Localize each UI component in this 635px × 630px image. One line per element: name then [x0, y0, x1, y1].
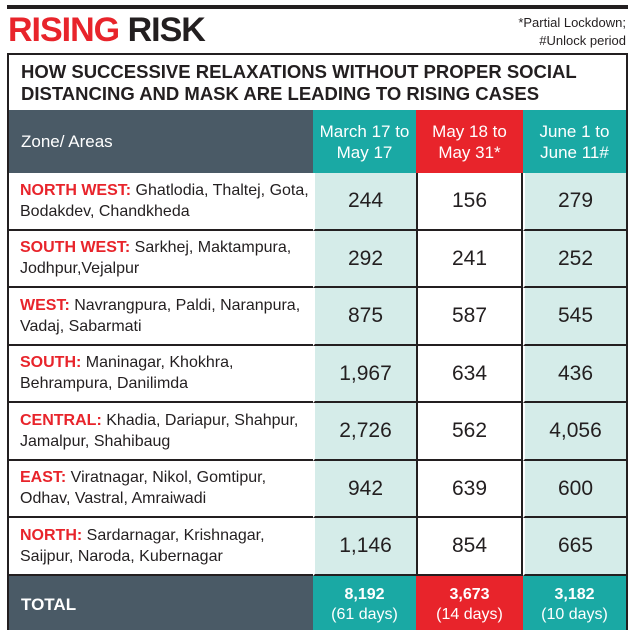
zone-areas: Sardarnagar, Krishnagar, Saijpur, Naroda…	[20, 526, 265, 565]
cases-period-1: 1,967	[313, 345, 416, 403]
footnote-legend: *Partial Lockdown; #Unlock period	[518, 14, 626, 50]
total-period-2: 3,673 (14 days)	[416, 575, 523, 630]
zone-cell: WEST: Navrangpura, Paldi, Naranpura, Vad…	[9, 288, 313, 346]
cases-period-3: 252	[523, 230, 626, 288]
table-header-row: Zone/ Areas March 17 to May 17 May 18 to…	[9, 110, 626, 173]
table-row: CENTRAL: Khadia, Dariapur, Shahpur, Jama…	[9, 403, 626, 461]
zone-name: WEST:	[20, 296, 70, 314]
zone-name: CENTRAL:	[20, 411, 102, 429]
note-unlock-period: #Unlock period	[539, 33, 626, 48]
table-row: NORTH WEST: Ghatlodia, Thaltej, Gota, Bo…	[9, 173, 626, 231]
zone-name: SOUTH WEST:	[20, 239, 131, 257]
zone-areas: Ghatlodia, Thaltej, Gota, Bodakdev, Chan…	[20, 181, 309, 220]
cases-period-2: 156	[416, 173, 523, 231]
subtitle-box: HOW SUCCESSIVE RELAXATIONS WITHOUT PROPE…	[7, 53, 628, 110]
cases-period-3: 436	[523, 345, 626, 403]
cases-period-1: 1,146	[313, 518, 416, 576]
cases-period-3: 279	[523, 173, 626, 231]
zone-name: EAST:	[20, 469, 67, 487]
cases-period-1: 942	[313, 460, 416, 518]
table-row: SOUTH WEST: Sarkhej, Maktampura, Jodhpur…	[9, 230, 626, 288]
total-period-3-days: (10 days)	[541, 605, 608, 623]
zone-cell: SOUTH: Maninagar, Khokhra, Behrampura, D…	[9, 345, 313, 403]
header-zone-areas: Zone/ Areas	[9, 110, 313, 173]
total-row: TOTAL 8,192 (61 days) 3,673 (14 days) 3,…	[9, 575, 626, 630]
total-period-2-days: (14 days)	[436, 605, 503, 623]
note-partial-lockdown: *Partial Lockdown;	[518, 15, 626, 30]
zone-areas: Khadia, Dariapur, Shahpur, Jamalpur, Sha…	[20, 411, 299, 450]
total-label: TOTAL	[9, 575, 313, 630]
cases-table: Zone/ Areas March 17 to May 17 May 18 to…	[7, 110, 628, 630]
top-rule	[7, 5, 628, 9]
cases-period-3: 4,056	[523, 403, 626, 461]
zone-areas: Viratnagar, Nikol, Gomtipur, Odhav, Vast…	[20, 469, 267, 508]
total-period-3-value: 3,182	[554, 585, 595, 603]
zone-cell: NORTH: Sardarnagar, Krishnagar, Saijpur,…	[9, 518, 313, 576]
table-row: WEST: Navrangpura, Paldi, Naranpura, Vad…	[9, 288, 626, 346]
subtitle: HOW SUCCESSIVE RELAXATIONS WITHOUT PROPE…	[21, 61, 577, 104]
header-period-2: May 18 to May 31*	[416, 110, 523, 173]
zone-cell: SOUTH WEST: Sarkhej, Maktampura, Jodhpur…	[9, 230, 313, 288]
zone-name: NORTH WEST:	[20, 181, 132, 199]
total-period-3: 3,182 (10 days)	[523, 575, 626, 630]
table-row: SOUTH: Maninagar, Khokhra, Behrampura, D…	[9, 345, 626, 403]
zone-name: SOUTH:	[20, 354, 82, 372]
zone-areas: Maninagar, Khokhra, Behrampura, Danilimd…	[20, 354, 234, 393]
total-period-1-value: 8,192	[344, 585, 385, 603]
zone-cell: EAST: Viratnagar, Nikol, Gomtipur, Odhav…	[9, 460, 313, 518]
cases-period-3: 545	[523, 288, 626, 346]
cases-period-2: 241	[416, 230, 523, 288]
cases-period-2: 634	[416, 345, 523, 403]
header-period-3: June 1 to June 11#	[523, 110, 626, 173]
zone-areas: Navrangpura, Paldi, Naranpura, Vadaj, Sa…	[20, 296, 301, 335]
cases-period-1: 2,726	[313, 403, 416, 461]
cases-period-1: 292	[313, 230, 416, 288]
headline-rising: RISING	[8, 11, 120, 49]
table-row: EAST: Viratnagar, Nikol, Gomtipur, Odhav…	[9, 460, 626, 518]
cases-period-2: 639	[416, 460, 523, 518]
cases-period-1: 875	[313, 288, 416, 346]
zone-areas: Sarkhej, Maktampura, Jodhpur,Vejalpur	[20, 239, 292, 278]
cases-period-3: 665	[523, 518, 626, 576]
cases-period-2: 854	[416, 518, 523, 576]
zone-name: NORTH:	[20, 526, 83, 544]
headline-risk: RISK	[127, 11, 206, 49]
total-period-2-value: 3,673	[449, 585, 490, 603]
zone-cell: CENTRAL: Khadia, Dariapur, Shahpur, Jama…	[9, 403, 313, 461]
headline: RISING RISK	[8, 10, 206, 50]
cases-period-2: 587	[416, 288, 523, 346]
table-row: NORTH: Sardarnagar, Krishnagar, Saijpur,…	[9, 518, 626, 576]
cases-period-1: 244	[313, 173, 416, 231]
total-period-1: 8,192 (61 days)	[313, 575, 416, 630]
cases-period-3: 600	[523, 460, 626, 518]
cases-period-2: 562	[416, 403, 523, 461]
total-period-1-days: (61 days)	[331, 605, 398, 623]
header-period-1: March 17 to May 17	[313, 110, 416, 173]
zone-cell: NORTH WEST: Ghatlodia, Thaltej, Gota, Bo…	[9, 173, 313, 231]
